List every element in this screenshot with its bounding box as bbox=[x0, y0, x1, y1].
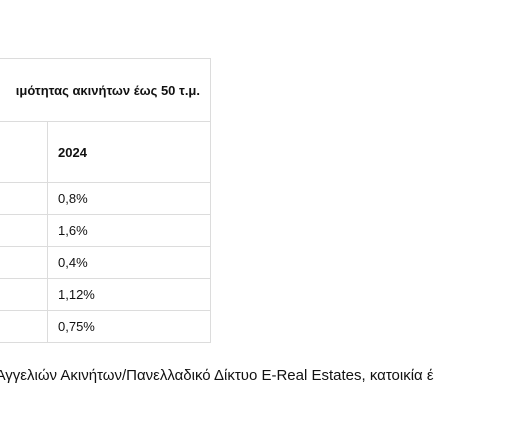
row-label-cell bbox=[0, 310, 48, 343]
value-cell: 1,12% bbox=[47, 278, 211, 311]
row-label-cell bbox=[0, 214, 48, 247]
source-caption: ς Αγγελιών Ακινήτων/Πανελλαδικό Δίκτυο E… bbox=[0, 367, 530, 384]
value-cell: 0,8% bbox=[47, 182, 211, 215]
row-label-cell bbox=[0, 182, 48, 215]
row-label-cell bbox=[0, 278, 48, 311]
table-title: ιμότητας ακινήτων έως 50 τ.μ. bbox=[0, 58, 211, 122]
source-caption-text: ς Αγγελιών Ακινήτων/Πανελλαδικό Δίκτυο E… bbox=[0, 367, 434, 384]
value-cell: 1,6% bbox=[47, 214, 211, 247]
table-row: 1,6% bbox=[0, 214, 211, 247]
table-header-row: 2024 bbox=[0, 121, 211, 183]
value-cell: 0,4% bbox=[47, 246, 211, 279]
table-row: 0,8% bbox=[0, 182, 211, 215]
row-label-cell bbox=[0, 246, 48, 279]
table-row: 0,4% bbox=[0, 246, 211, 279]
price-change-table: ιμότητας ακινήτων έως 50 τ.μ. 2024 0,8% … bbox=[0, 58, 211, 343]
table-row: 0,75% bbox=[0, 310, 211, 343]
column-header-year: 2024 bbox=[47, 121, 211, 183]
table-row: 1,12% bbox=[0, 278, 211, 311]
table-title-row: ιμότητας ακινήτων έως 50 τ.μ. bbox=[0, 58, 211, 122]
value-cell: 0,75% bbox=[47, 310, 211, 343]
price-table-container: ιμότητας ακινήτων έως 50 τ.μ. 2024 0,8% … bbox=[0, 58, 211, 343]
column-header-label bbox=[0, 121, 48, 183]
